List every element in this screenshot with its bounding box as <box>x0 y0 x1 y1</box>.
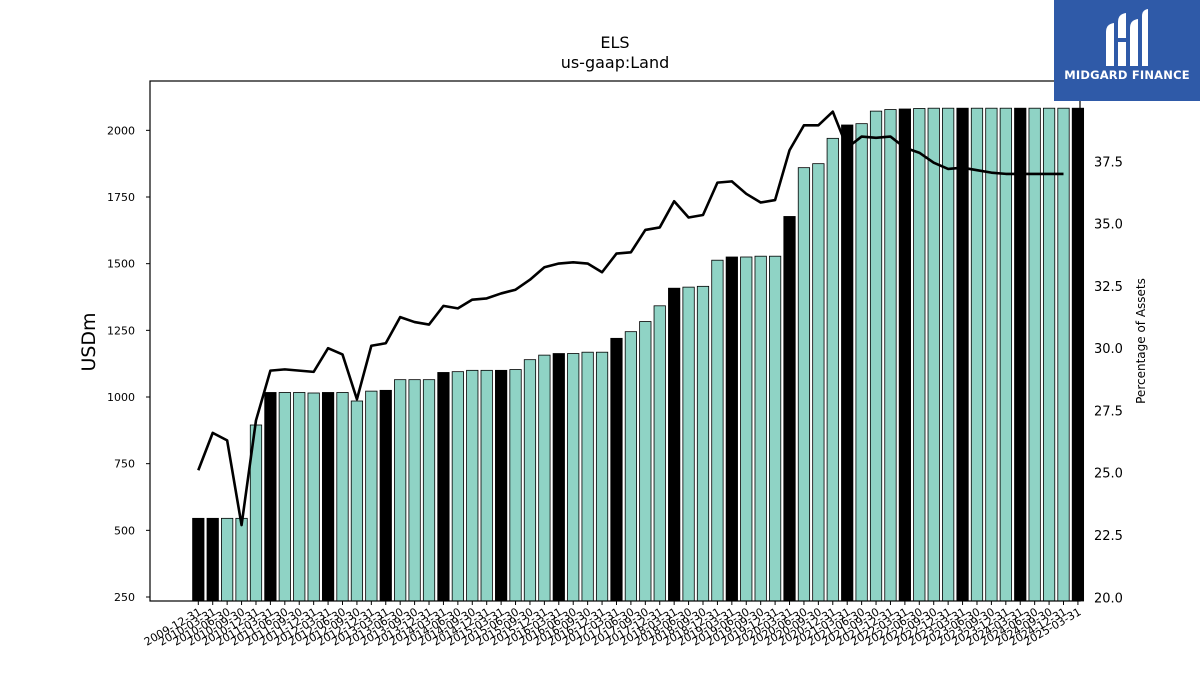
y2-axis-label: Percentage of Assets <box>1134 278 1148 404</box>
bar <box>754 255 767 602</box>
y-tick-label: 2000 <box>107 124 135 137</box>
y2-tick-label: 22.5 <box>1094 529 1123 544</box>
bar <box>927 107 940 602</box>
bar <box>379 389 392 602</box>
bar <box>235 517 248 602</box>
y2-tick-label: 20.0 <box>1094 591 1123 606</box>
bar <box>495 369 508 602</box>
bar <box>307 392 320 602</box>
bar <box>711 259 724 602</box>
line-series <box>197 110 1064 527</box>
y-tick-label: 1000 <box>107 391 135 404</box>
bar <box>336 392 349 602</box>
bar <box>812 163 825 602</box>
y-tick-label: 750 <box>114 458 135 471</box>
bar <box>221 517 234 602</box>
bar-series <box>192 107 1085 602</box>
bar <box>480 369 493 602</box>
y-tick-label: 1750 <box>107 191 135 204</box>
brand-name: MIDGARD FINANCE <box>1064 68 1190 82</box>
y2-tick-label: 27.5 <box>1094 404 1123 419</box>
bar <box>740 256 753 602</box>
bar <box>422 379 436 602</box>
y2-tick-label: 25.0 <box>1094 467 1123 482</box>
bar <box>1028 107 1041 602</box>
bar <box>595 351 609 602</box>
bar <box>855 123 868 602</box>
bar <box>567 353 580 602</box>
bar <box>350 400 364 602</box>
bar <box>913 108 926 602</box>
bar <box>869 110 883 602</box>
bar <box>552 353 565 602</box>
bar <box>696 285 710 602</box>
bar <box>408 379 421 602</box>
bar <box>783 216 796 602</box>
bar <box>898 108 911 602</box>
bar <box>509 369 522 602</box>
bar <box>1014 107 1027 602</box>
bar <box>970 107 984 602</box>
bar <box>538 354 551 602</box>
bar <box>610 337 623 602</box>
chart-title: ELS <box>600 33 629 52</box>
y-axis-left: 250 500 750 1000 1250 1500 1750 2000 <box>107 124 150 604</box>
plot-frame <box>149 80 1081 602</box>
bar <box>826 137 839 602</box>
bar <box>725 256 738 602</box>
y-axis-right: 20.0 22.5 25.0 27.5 30.0 32.5 35.0 37.5 <box>1080 155 1123 606</box>
y-tick-label: 500 <box>114 524 135 537</box>
x-axis: 2009-12-312010-03-312010-06-302010-09-30… <box>142 601 1083 649</box>
bar <box>581 351 594 602</box>
bar <box>451 371 464 602</box>
bar <box>365 390 378 602</box>
bar <box>523 359 537 602</box>
percentage-line <box>197 110 1064 527</box>
bar <box>884 109 897 602</box>
bar <box>466 369 479 602</box>
y2-tick-label: 37.5 <box>1094 155 1123 170</box>
y-tick-label: 1500 <box>107 258 135 271</box>
bar <box>942 107 955 602</box>
logo-icon <box>1106 9 1148 66</box>
brand-logo: MIDGARD FINANCE <box>1054 0 1200 101</box>
bar <box>999 107 1012 602</box>
bar <box>1057 107 1070 602</box>
bar <box>264 392 277 602</box>
bar <box>682 286 695 602</box>
bar <box>206 517 219 602</box>
y2-tick-label: 35.0 <box>1094 218 1123 233</box>
bar <box>278 392 291 602</box>
bar <box>653 305 666 602</box>
bar <box>293 392 306 602</box>
y-tick-label: 250 <box>114 591 135 604</box>
bar <box>1042 107 1056 602</box>
bar <box>639 321 652 602</box>
bar <box>624 331 638 602</box>
y2-tick-label: 30.0 <box>1094 342 1123 357</box>
bar <box>956 107 969 602</box>
bar <box>668 287 681 602</box>
bar <box>394 379 407 602</box>
bar <box>192 517 205 602</box>
bar <box>985 107 998 602</box>
bar <box>841 124 854 602</box>
bar <box>797 167 811 602</box>
bar <box>437 372 450 602</box>
bar <box>1071 107 1085 602</box>
chart-subtitle: us-gaap:Land <box>561 53 670 72</box>
bar <box>769 255 782 602</box>
y2-tick-label: 32.5 <box>1094 280 1123 295</box>
y-tick-label: 1250 <box>107 324 135 337</box>
bar <box>321 392 335 602</box>
y-axis-label: USDm <box>78 312 100 371</box>
